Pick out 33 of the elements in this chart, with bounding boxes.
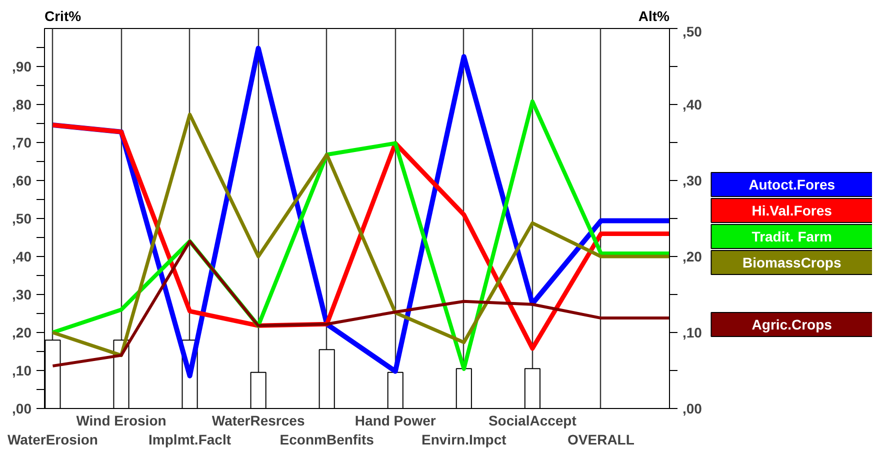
text: Tradit. Farm [752, 228, 832, 244]
y2-axis-title: Alt% [638, 8, 670, 24]
y-axis-title: Crit% [44, 8, 82, 24]
y-tick-label: ,20 [12, 324, 32, 340]
text: Autoct.Fores [748, 176, 836, 192]
y-tick-label: ,10 [12, 362, 32, 378]
x-tick-label: OVERALL [568, 432, 635, 448]
x-tick-label: Envirn.Impct [422, 432, 507, 448]
y-tick-label: ,70 [12, 134, 32, 150]
y-tick-label: ,60 [12, 172, 32, 188]
y-tick-label: ,30 [12, 286, 32, 302]
x-tick-label: EconmBenfits [280, 432, 374, 448]
y-tick-label: ,40 [12, 248, 32, 264]
y2-tick-label: ,40 [682, 96, 702, 112]
x-tick-label: WaterErosion [7, 432, 98, 448]
y2-tick-label: ,00 [682, 400, 702, 416]
line-series [51, 240, 670, 368]
y-tick-label: ,80 [12, 96, 32, 112]
y2-tick-label: ,50 [682, 24, 702, 40]
x-tick-label: SocialAccept [488, 412, 577, 428]
x-tick-label: Implmt.Faclt [148, 432, 232, 448]
y-tick-label: ,00 [12, 400, 32, 416]
x-tick-label: Wind Erosion [76, 412, 166, 428]
text: Agric.Crops [752, 316, 832, 332]
y2-tick-label: ,20 [682, 248, 702, 264]
text: Hi.Val.Fores [752, 202, 832, 218]
y-tick-label: ,50 [12, 210, 32, 226]
y2-tick-label: ,10 [682, 324, 702, 340]
text: BiomassCrops [742, 254, 842, 270]
x-tick-label: WaterResrces [212, 412, 305, 428]
y2-tick-label: ,30 [682, 172, 702, 188]
y-tick-label: ,90 [12, 58, 32, 74]
x-tick-label: Hand Power [354, 412, 436, 428]
